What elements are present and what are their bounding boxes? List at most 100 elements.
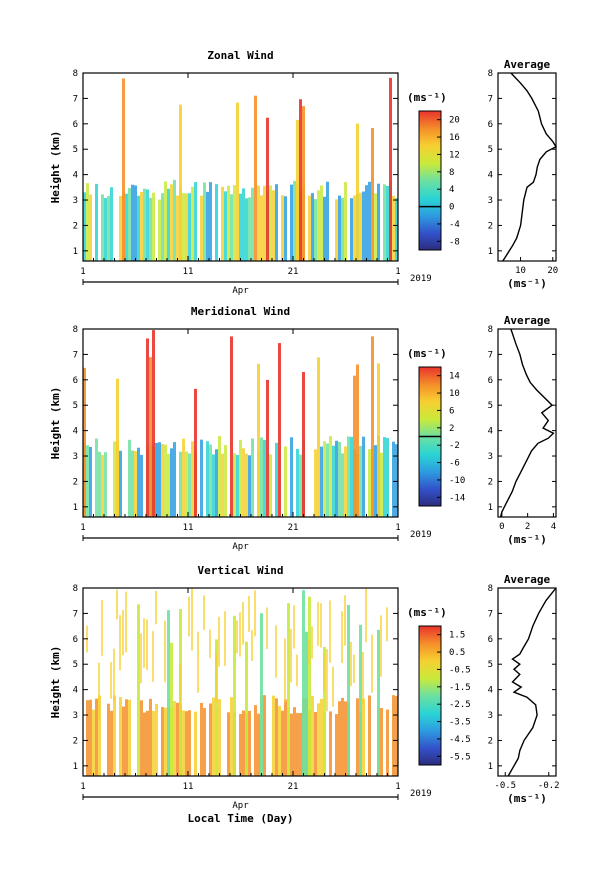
heatmap-cell (212, 697, 215, 776)
y-tick-label: 5 (73, 145, 78, 155)
heatmap-cell (89, 446, 92, 517)
heatmap-cell (341, 197, 344, 261)
colorbar-unit: (ms⁻¹) (407, 91, 447, 104)
y-tick-label: 4 (73, 686, 78, 696)
heatmap-streak (254, 95, 257, 261)
x-tick-label: 1 (395, 523, 400, 533)
profile-frame (497, 328, 557, 518)
x-tick-label: 21 (288, 267, 299, 277)
heatmap-cell (338, 442, 341, 517)
y-tick-label: 7 (73, 350, 78, 360)
heatmap-cell (260, 195, 263, 261)
profile-y-tick-label: 4 (488, 427, 493, 437)
heatmap-cell (203, 708, 206, 776)
heatmap-cell (143, 618, 145, 668)
heatmap-streak (347, 605, 350, 776)
heatmap-cell (146, 710, 149, 776)
heatmap-cell (386, 709, 389, 776)
colorbar-tick-label: 0.5 (449, 648, 465, 658)
heatmap-streak (371, 336, 374, 517)
heatmap-cell (143, 188, 146, 261)
profile-y-tick-label: 8 (488, 584, 493, 594)
heatmap-cell (218, 699, 221, 776)
profile-y-tick-label: 2 (488, 221, 493, 231)
profile-y-tick-label: 1 (488, 247, 493, 257)
heatmap-cell (95, 438, 98, 517)
y-tick-label: 2 (73, 221, 78, 231)
heatmap-cell (185, 711, 188, 776)
y-tick-label: 3 (73, 196, 78, 206)
profile-title: Average (504, 58, 551, 71)
heatmap-cell (386, 607, 388, 642)
profile-x-tick-label: 0 (499, 522, 504, 532)
heatmap-cell (284, 446, 287, 517)
heatmap-cell (170, 448, 173, 517)
colorbar-tick-label: 6 (449, 406, 454, 416)
heatmap-streak (170, 642, 173, 776)
heatmap-streak (260, 613, 263, 776)
heatmap-cell (263, 439, 266, 517)
heatmap-cell (155, 703, 158, 776)
x-tick-label: 1 (395, 267, 400, 277)
heatmap-cell (362, 436, 365, 517)
heatmap-cell (233, 453, 236, 517)
heatmap-cell (110, 710, 113, 776)
heatmap-cell (383, 184, 386, 261)
heatmap-cell (227, 185, 230, 261)
heatmap-streak (299, 99, 302, 261)
y-tick-label: 6 (73, 120, 78, 130)
heatmap-cell (314, 449, 317, 517)
heatmap-cell (98, 662, 100, 720)
heatmap-cell (164, 444, 167, 517)
y-tick-label: 6 (73, 635, 78, 645)
heatmap-cell (239, 713, 242, 776)
heatmap-streak (308, 596, 311, 776)
year-label: 2019 (410, 530, 432, 540)
heatmap-cell (173, 701, 176, 776)
heatmap-cell (251, 187, 254, 261)
profile-line (499, 328, 555, 518)
heatmap-cell (173, 179, 176, 261)
heatmap-cell (275, 442, 278, 517)
profile-y-tick-label: 8 (488, 325, 493, 335)
heatmap-cell (254, 705, 257, 776)
heatmap-cell (140, 700, 143, 776)
heatmap-cell (98, 695, 101, 776)
profile-y-tick-label: 2 (488, 736, 493, 746)
heatmap-cell (122, 706, 125, 776)
heatmap-cell (356, 698, 359, 776)
heatmap-cell (386, 185, 389, 261)
heatmap-cell (128, 699, 131, 776)
heatmap-cell (245, 453, 248, 517)
heatmap-cell (101, 194, 104, 261)
profile-x-label: (ms⁻¹) (507, 533, 547, 546)
heatmap-cell (275, 184, 278, 261)
heatmap-cell (125, 591, 127, 653)
heatmap-cell (308, 639, 310, 665)
y-tick-label: 8 (73, 325, 78, 335)
colorbar-unit: (ms⁻¹) (407, 347, 447, 360)
heatmap-cell (137, 447, 140, 517)
profile-frame (497, 587, 557, 777)
colorbar-tick-label: 10 (449, 389, 460, 399)
profile-x-tick-label: 10 (515, 266, 526, 276)
heatmap-cell (242, 710, 245, 776)
heatmap-cell (326, 443, 329, 517)
heatmap-streak (377, 363, 380, 517)
heatmap-cell (290, 437, 293, 517)
y-tick-label: 8 (73, 69, 78, 79)
heatmap-cell (344, 446, 347, 517)
heatmap-cell (311, 695, 314, 776)
heatmap-cell (224, 445, 227, 517)
heatmap-cell (107, 196, 110, 261)
heatmap-cell (263, 695, 266, 776)
heatmap-streak (296, 119, 299, 261)
y-tick-label: 2 (73, 477, 78, 487)
y-axis-label: Height (km) (49, 131, 62, 204)
heatmap-streak (356, 364, 359, 517)
heatmap-cell (281, 195, 284, 261)
profile-frame (497, 72, 557, 262)
heatmap-cell (269, 185, 272, 261)
profile-y-tick-label: 6 (488, 635, 493, 645)
heatmap-cell (257, 185, 260, 261)
